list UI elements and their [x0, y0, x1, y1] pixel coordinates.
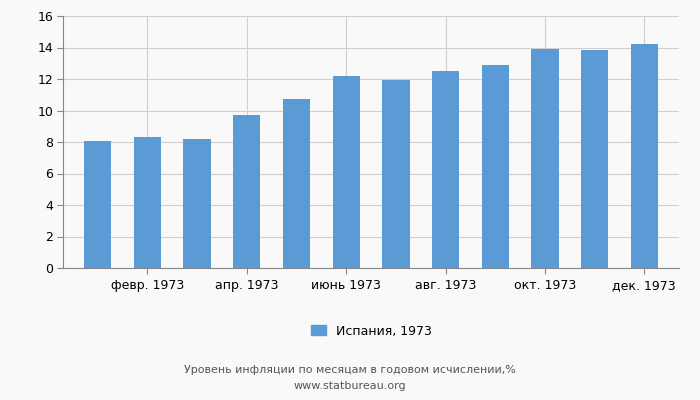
Bar [531, 49, 559, 268]
Bar [283, 99, 310, 268]
Bar [233, 115, 260, 268]
Bar [332, 76, 360, 268]
Bar [183, 139, 211, 268]
Bar [432, 71, 459, 268]
Text: Уровень инфляции по месяцам в годовом исчислении,%: Уровень инфляции по месяцам в годовом ис… [184, 365, 516, 375]
Bar [581, 50, 608, 268]
Text: www.statbureau.org: www.statbureau.org [294, 381, 406, 391]
Bar [134, 137, 161, 268]
Legend: Испания, 1973: Испания, 1973 [306, 320, 436, 343]
Bar [482, 65, 509, 268]
Bar [631, 44, 658, 268]
Bar [382, 80, 410, 268]
Bar [84, 141, 111, 268]
